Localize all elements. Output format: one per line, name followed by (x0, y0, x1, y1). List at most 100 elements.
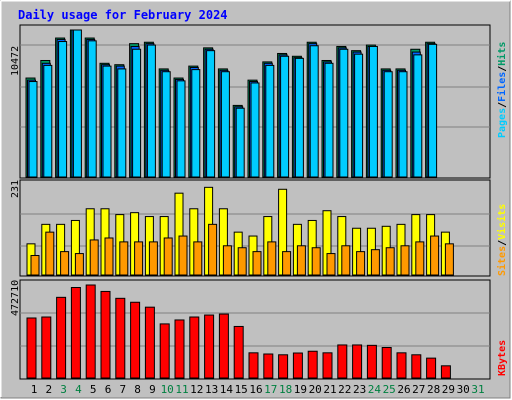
bar-kbytes-4 (70, 287, 81, 379)
bar-pages-3 (58, 41, 68, 178)
bar-sites-10 (163, 237, 173, 276)
x-tick-label: 25 (382, 383, 396, 396)
x-tick-label: 12 (190, 383, 204, 396)
bar-pages-5 (87, 40, 97, 178)
bar-pages-23 (354, 53, 364, 178)
bar-sites-29 (444, 243, 454, 276)
right-legend-kbytes: KBytes (497, 340, 508, 376)
bar-sites-20 (311, 247, 321, 276)
bar-kbytes-22 (337, 344, 348, 379)
bar-sites-22 (341, 245, 351, 276)
bar-pages-9 (146, 44, 156, 178)
bar-pages-25 (383, 71, 393, 178)
bar-pages-27 (413, 54, 423, 178)
x-tick-label: 31 (471, 383, 485, 396)
bar-kbytes-13 (204, 314, 215, 379)
bar-pages-1 (28, 81, 38, 178)
x-tick-label: 13 (204, 383, 219, 396)
bar-sites-18 (282, 251, 292, 276)
bar-kbytes-1 (26, 317, 37, 379)
bar-sites-14 (222, 245, 232, 276)
x-tick-label: 17 (264, 383, 278, 396)
bar-sites-12 (193, 241, 203, 276)
bar-sites-24 (370, 249, 380, 276)
x-tick-label: 9 (149, 383, 156, 396)
bar-sites-6 (104, 237, 114, 276)
legend-separator: / (497, 65, 508, 72)
bar-sites-21 (326, 253, 336, 276)
bar-pages-2 (43, 64, 53, 178)
bar-pages-21 (324, 62, 334, 178)
bar-sites-3 (60, 251, 70, 276)
bar-pages-20 (309, 45, 319, 178)
bar-sites-15 (237, 247, 247, 276)
legend-visits: Visits (497, 203, 508, 240)
bar-pages-15 (235, 107, 245, 178)
bar-pages-18 (280, 55, 290, 178)
x-tick-label: 10 (160, 383, 174, 396)
x-tick-label: 28 (426, 383, 441, 396)
bar-pages-4 (72, 29, 82, 178)
legend-pages: Pages (497, 107, 508, 138)
right-legend-pages-files-hits: Pages/Files/Hits (497, 42, 508, 138)
bar-sites-23 (356, 251, 366, 276)
bar-pages-16 (250, 82, 260, 178)
bar-pages-28 (428, 43, 438, 178)
bar-sites-13 (208, 223, 218, 276)
bar-kbytes-7 (115, 297, 126, 379)
bar-kbytes-23 (352, 344, 363, 379)
bar-pages-12 (191, 69, 201, 178)
ymax-label-visits: 231 (10, 179, 21, 198)
x-tick-label: 1 (30, 383, 38, 396)
ymax-label-kbytes: 472710 (10, 279, 21, 316)
bar-kbytes-15 (233, 325, 244, 379)
bar-kbytes-17 (263, 353, 274, 379)
bar-sites-8 (134, 241, 144, 276)
x-tick-label: 4 (75, 383, 82, 396)
bar-kbytes-5 (85, 284, 96, 379)
x-tick-label: 7 (119, 383, 127, 396)
x-tick-label: 5 (89, 383, 97, 396)
bar-sites-28 (430, 235, 440, 276)
x-tick-label: 22 (338, 383, 352, 396)
bar-kbytes-27 (411, 354, 422, 379)
x-tick-label: 30 (456, 383, 470, 396)
bar-sites-16 (252, 251, 262, 276)
bar-pages-10 (161, 71, 171, 178)
x-tick-label: 27 (412, 383, 426, 396)
chart-title: Daily usage for February 2024 (18, 8, 228, 22)
x-tick-label: 23 (352, 383, 367, 396)
bar-kbytes-12 (189, 316, 200, 379)
x-tick-label: 2 (45, 383, 53, 396)
bar-pages-7 (117, 68, 127, 178)
bar-kbytes-24 (366, 344, 377, 379)
bar-kbytes-26 (396, 352, 407, 379)
x-tick-label: 11 (175, 383, 189, 396)
bar-sites-17 (267, 241, 277, 276)
bar-kbytes-10 (159, 323, 170, 379)
bar-pages-24 (368, 45, 378, 178)
bar-pages-26 (398, 71, 408, 178)
x-tick-label: 18 (278, 383, 293, 396)
legend-separator: / (497, 101, 508, 108)
bar-kbytes-19 (292, 352, 303, 379)
x-tick-label: 24 (367, 383, 382, 396)
x-tick-label: 6 (104, 383, 112, 396)
bar-sites-25 (385, 247, 395, 276)
bar-sites-27 (415, 241, 425, 276)
bar-sites-4 (74, 253, 84, 276)
bar-sites-5 (89, 239, 99, 276)
bar-kbytes-29 (440, 365, 451, 379)
legend-sites: Sites (497, 245, 508, 276)
legend-separator: / (497, 239, 508, 246)
bar-kbytes-28 (426, 357, 437, 379)
bar-sites-7 (119, 241, 129, 276)
x-tick-label: 8 (134, 383, 141, 396)
bar-sites-9 (148, 241, 158, 276)
bar-pages-6 (102, 65, 112, 178)
legend-hits: Hits (497, 41, 508, 66)
bar-kbytes-18 (278, 354, 289, 379)
bar-pages-8 (132, 48, 142, 178)
bar-kbytes-11 (174, 319, 185, 379)
